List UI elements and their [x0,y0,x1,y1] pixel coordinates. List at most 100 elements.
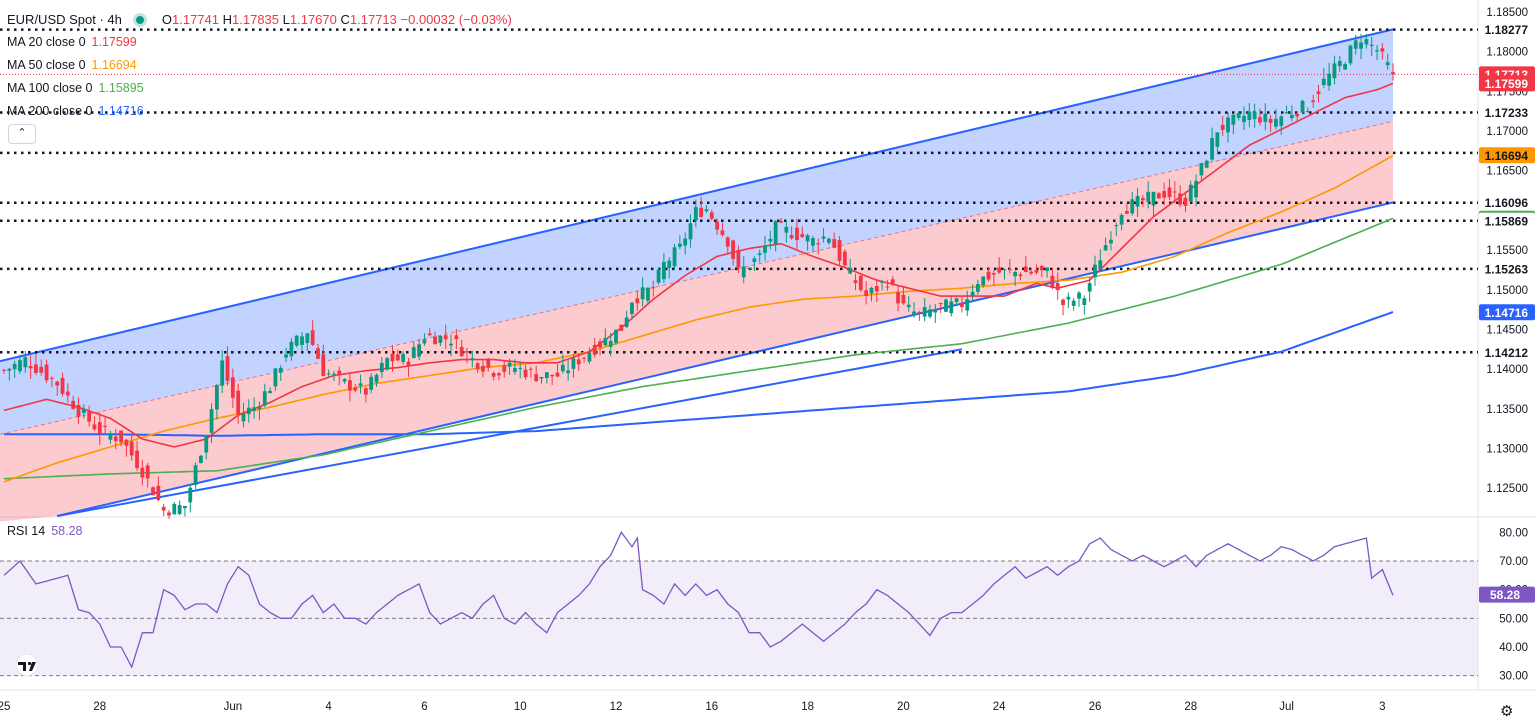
candle-body [1029,271,1034,274]
indicator-ma50[interactable]: MA 50 close 0 1.16694 [7,54,512,77]
candle-body [773,220,778,245]
channel-upper-line [0,28,1394,363]
indicator-ma100[interactable]: MA 100 close 0 1.15895 [7,77,512,100]
ohlc-readout: O1.17741 H1.17835 L1.17670 C1.17713 −0.0… [162,8,512,31]
symbol-title[interactable]: EUR/USD Spot · 4h [7,12,122,27]
candle-body [981,276,986,286]
candle-body [683,238,688,246]
candle-body [65,391,70,396]
candle-body [411,347,416,358]
candle-body [28,366,33,369]
candle-body [1263,113,1268,122]
candle-body [1353,40,1358,49]
candle-body [928,309,932,317]
candle-body [656,269,661,283]
candle-body [555,372,560,377]
collapse-legend-button[interactable]: ⌃ [8,124,36,144]
candle-body [284,354,288,358]
candle-body [230,377,235,398]
tradingview-logo-icon[interactable] [12,654,42,676]
candle-body [975,284,980,292]
candle-body [1369,44,1374,46]
candle-body [422,339,427,344]
candle-body [1279,116,1284,126]
candle-body [1082,298,1087,305]
time-tick-label: 28 [93,701,106,713]
candle-body [497,373,501,376]
indicator-ma20[interactable]: MA 20 close 0 1.17599 [7,31,512,54]
price-tick-label: 1.18500 [1486,7,1528,19]
candle-body [811,238,815,246]
candle-body [332,373,336,375]
candle-body [582,357,586,359]
indicator-ma200[interactable]: MA 200 close 0 1.14716 [7,100,512,123]
candle-body [140,467,145,478]
candle-body [646,288,650,301]
candle-body [571,358,576,369]
candle-body [848,267,853,274]
candle-body [986,271,991,280]
candle-body [922,307,927,317]
candle-body [731,240,735,259]
gear-icon[interactable]: ⚙ [1500,703,1514,720]
price-marker-label: 1.14212 [1485,346,1529,360]
candle-body [874,285,879,292]
time-tick-label: 20 [897,701,910,713]
candle-body [486,358,491,368]
candle-body [1039,266,1044,271]
candle-body [470,358,475,360]
candle-body [246,407,251,415]
candle-body [651,287,656,289]
candle-body [1375,50,1379,52]
candle-body [635,298,640,304]
symbol-row: EUR/USD Spot · 4h O1.17741 H1.17835 L1.1… [7,8,512,31]
candle-body [1215,132,1220,147]
candle-body [502,365,507,372]
candle-body [401,354,406,362]
candle-body [544,372,549,379]
candle-body [890,279,895,285]
candle-body [7,368,12,371]
candle-body [1231,114,1236,125]
change-value: −0.00032 (−0.03%) [400,12,512,27]
candle-body [321,354,326,377]
candle-body [262,391,267,406]
time-tick-label: Jun [224,701,243,713]
time-tick-label: Jul [1279,701,1294,713]
candle-body [369,376,374,390]
candle-body [1103,245,1108,251]
candle-body [826,238,831,243]
candle-body [587,353,592,362]
price-tick-label: 1.13000 [1486,444,1528,456]
candle-body [614,329,618,343]
candle-body [2,369,6,371]
rsi-legend[interactable]: RSI 14 58.28 [7,524,83,538]
price-tick-label: 1.15500 [1486,245,1528,257]
candle-body [949,301,954,314]
candle-body [1045,267,1049,271]
candle-body [363,388,368,395]
candle-body [1172,191,1177,193]
time-tick-label: 3 [1379,701,1385,713]
candle-body [1359,42,1363,49]
price-tick-label: 1.14000 [1486,364,1528,376]
candle-body [704,209,709,212]
candle-body [991,273,996,275]
candle-body [970,291,975,296]
price-tick-label: 1.15000 [1486,285,1528,297]
candle-body [454,335,459,340]
ma20-line [3,82,1394,448]
candle-body [108,434,113,440]
candle-body [1066,296,1071,300]
candle-body [677,243,682,247]
candle-body [1183,197,1188,206]
candle-body [183,505,187,509]
time-tick-label: 4 [325,701,332,713]
candle-body [199,455,203,463]
candle-body [1050,275,1055,289]
candle-body [1013,271,1018,277]
candle-body [779,220,783,223]
price-marker [1479,104,1535,121]
candle-body [1305,111,1310,113]
